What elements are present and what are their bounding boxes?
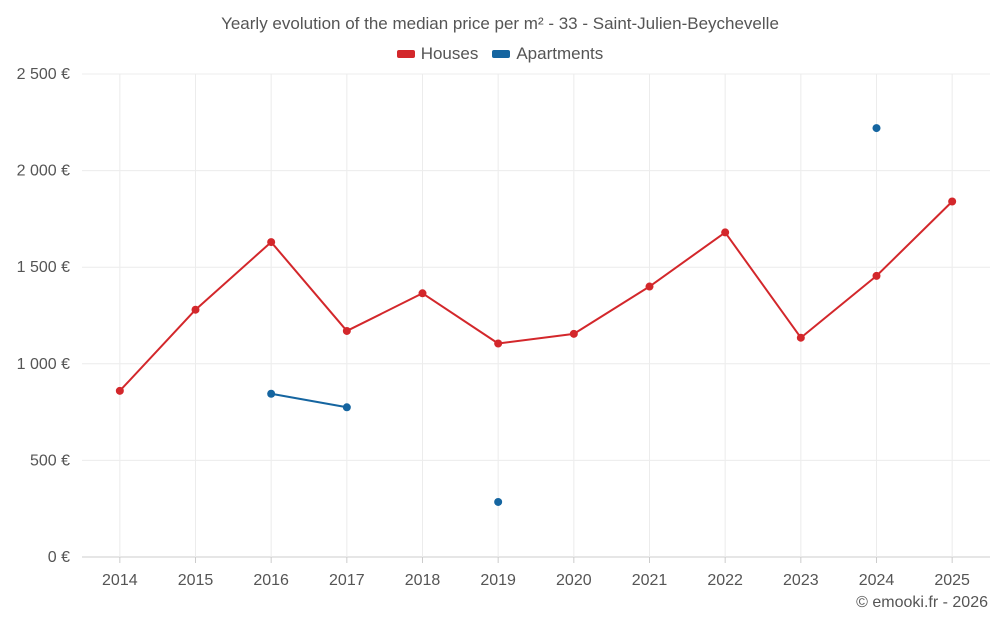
data-point-apartments-2017: [342, 403, 351, 412]
y-tick-label: 0 €: [48, 549, 70, 566]
data-point-houses-2018: [418, 289, 427, 298]
data-point-houses-2016: [267, 238, 276, 247]
data-point-houses-2025: [948, 197, 957, 206]
x-tick-label: 2016: [253, 572, 289, 589]
data-point-houses-2015: [191, 305, 200, 314]
data-point-houses-2019: [494, 339, 503, 348]
legend: Houses Apartments: [0, 44, 1000, 64]
x-tick-label: 2018: [405, 572, 441, 589]
y-tick-label: 1 500 €: [17, 259, 70, 276]
data-point-houses-2023: [796, 333, 805, 342]
legend-swatch-apartments: [492, 50, 511, 58]
data-point-houses-2017: [342, 326, 351, 335]
y-tick-label: 500 €: [30, 452, 70, 469]
x-tick-label: 2015: [178, 572, 214, 589]
data-point-houses-2024: [872, 271, 881, 280]
x-tick-label: 2022: [707, 572, 743, 589]
legend-item-apartments[interactable]: Apartments: [492, 44, 603, 64]
x-tick-label: 2025: [934, 572, 970, 589]
x-tick-label: 2021: [632, 572, 668, 589]
x-tick-label: 2017: [329, 572, 365, 589]
data-point-apartments-2024: [872, 124, 881, 133]
x-tick-label: 2020: [556, 572, 592, 589]
data-point-houses-2021: [645, 282, 654, 291]
series-line-apartments: [270, 392, 348, 409]
y-tick-label: 2 000 €: [17, 163, 70, 180]
legend-swatch-houses: [396, 50, 415, 58]
data-point-houses-2020: [569, 329, 578, 338]
data-point-apartments-2016: [267, 389, 276, 398]
y-tick-label: 2 500 €: [17, 66, 70, 83]
credit-text: © emooki.fr - 2026: [856, 594, 988, 611]
chart-title: Yearly evolution of the median price per…: [221, 14, 779, 33]
y-tick-label: 1 000 €: [17, 356, 70, 373]
series-line-houses: [119, 200, 953, 392]
data-point-apartments-2019: [494, 497, 503, 506]
data-point-houses-2014: [115, 386, 124, 395]
legend-label-houses: Houses: [420, 44, 479, 63]
x-tick-label: 2019: [480, 572, 516, 589]
x-tick-label: 2014: [102, 572, 138, 589]
x-tick-label: 2023: [783, 572, 819, 589]
legend-label-apartments: Apartments: [516, 44, 604, 63]
data-point-houses-2022: [721, 228, 730, 237]
legend-item-houses[interactable]: Houses: [396, 44, 479, 64]
x-tick-label: 2024: [859, 572, 895, 589]
